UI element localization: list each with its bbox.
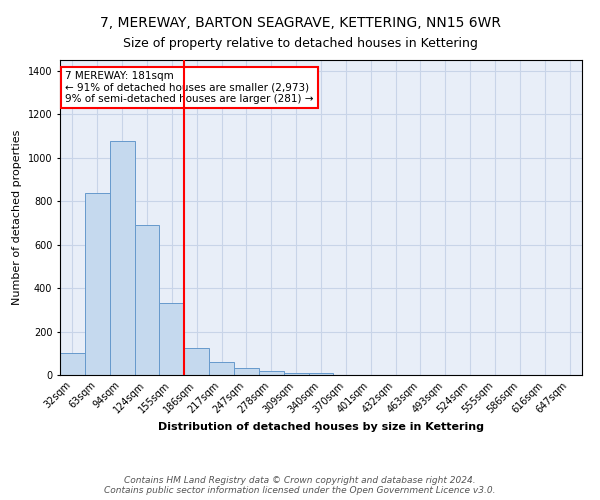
Bar bbox=[259, 371, 284, 375]
Bar bbox=[160, 304, 184, 375]
Text: Contains HM Land Registry data © Crown copyright and database right 2024.: Contains HM Land Registry data © Crown c… bbox=[124, 476, 476, 485]
Text: Contains public sector information licensed under the Open Government Licence v3: Contains public sector information licen… bbox=[104, 486, 496, 495]
Bar bbox=[284, 373, 308, 375]
Text: 7 MEREWAY: 181sqm
← 91% of detached houses are smaller (2,973)
9% of semi-detach: 7 MEREWAY: 181sqm ← 91% of detached hous… bbox=[65, 71, 314, 104]
Bar bbox=[60, 354, 85, 375]
Bar bbox=[209, 362, 234, 375]
Bar bbox=[308, 374, 334, 375]
Bar bbox=[184, 348, 209, 375]
Bar bbox=[134, 225, 160, 375]
Bar bbox=[110, 142, 134, 375]
Bar bbox=[85, 192, 110, 375]
Y-axis label: Number of detached properties: Number of detached properties bbox=[12, 130, 22, 305]
X-axis label: Distribution of detached houses by size in Kettering: Distribution of detached houses by size … bbox=[158, 422, 484, 432]
Text: 7, MEREWAY, BARTON SEAGRAVE, KETTERING, NN15 6WR: 7, MEREWAY, BARTON SEAGRAVE, KETTERING, … bbox=[100, 16, 500, 30]
Text: Size of property relative to detached houses in Kettering: Size of property relative to detached ho… bbox=[122, 37, 478, 50]
Bar bbox=[234, 368, 259, 375]
